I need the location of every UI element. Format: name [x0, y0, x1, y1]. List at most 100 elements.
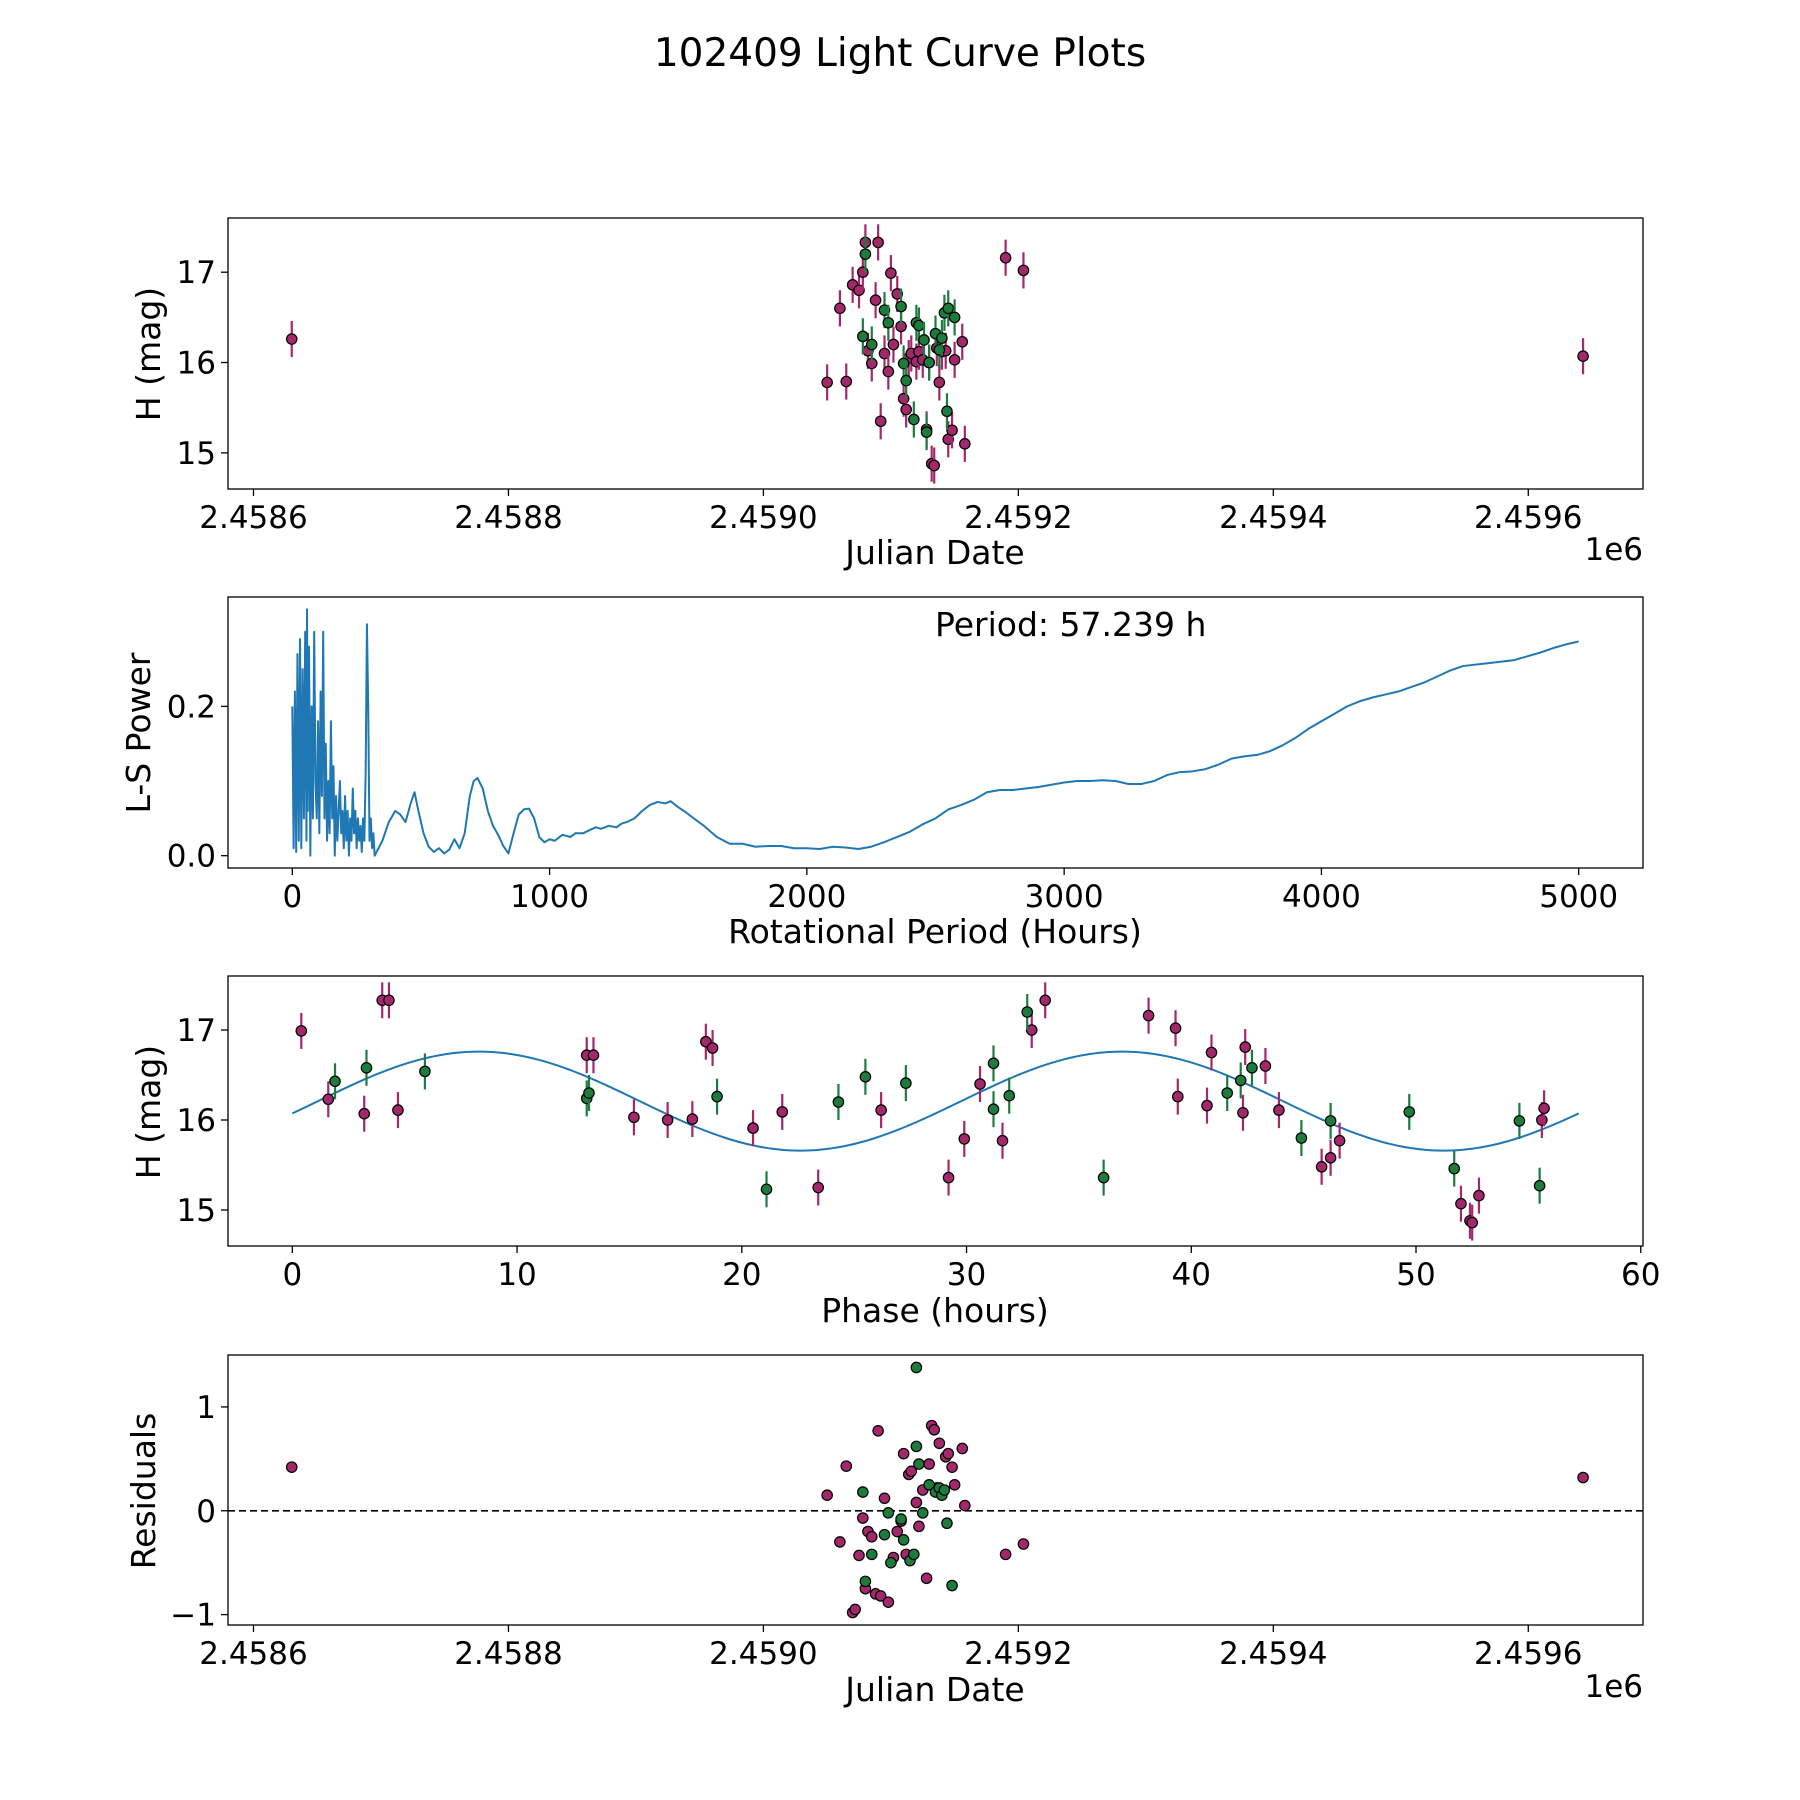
phase-point-band-g: [583, 1087, 595, 1099]
phase-xtick-label: 60: [1621, 1257, 1660, 1293]
periodogram-xtick-label: 3000: [1025, 879, 1104, 915]
lightcurve-point-band-r: [900, 403, 912, 416]
lightcurve-point-band-r: [840, 375, 853, 388]
lightcurve-point-band-g: [913, 319, 925, 332]
lightcurve-points: [285, 224, 1589, 484]
lightcurve-xtick-label: 2.4596: [1474, 500, 1582, 536]
periodogram-xtick-label: 0: [282, 879, 302, 915]
residuals-point-band-g: [923, 1479, 935, 1491]
residuals-point-band-r: [905, 1465, 918, 1478]
phase-xtick-label: 40: [1172, 1257, 1211, 1293]
phase-point-band-g: [1448, 1162, 1461, 1175]
phase-point-band-r: [322, 1093, 335, 1106]
phase-point-band-g: [1021, 1006, 1034, 1018]
residuals-point-band-r: [933, 1437, 946, 1450]
periodogram-power-line: [291, 608, 1579, 857]
residuals-point-band-g: [938, 1484, 951, 1496]
residuals-point-band-g: [882, 1507, 895, 1519]
phase-point-band-r: [1259, 1060, 1272, 1072]
lightcurve-point-band-r: [956, 335, 969, 348]
residuals-point-band-g: [913, 1458, 925, 1470]
phase-point-band-r: [383, 994, 395, 1007]
lightcurve-point-band-r: [887, 338, 900, 351]
phase-point-band-g: [1295, 1132, 1308, 1144]
phase-point-band-r: [1466, 1216, 1478, 1229]
phase-point-band-r: [1171, 1090, 1184, 1103]
residuals-point-band-r: [834, 1536, 846, 1548]
phase-point-band-r: [1538, 1102, 1550, 1115]
residuals-point-band-r: [910, 1496, 923, 1509]
phase-point-band-r: [1039, 994, 1051, 1007]
lightcurve-point-band-g: [895, 300, 907, 313]
phase-point-band-r: [392, 1104, 404, 1116]
periodogram-xtick-label: 1000: [510, 879, 589, 915]
phase-point-band-r: [942, 1171, 955, 1184]
residuals-axes-frame: [227, 1354, 1644, 1626]
phase-point-band-g: [1246, 1062, 1258, 1074]
residuals-point-band-r: [928, 1423, 941, 1436]
phase-point-band-r: [1142, 1009, 1155, 1022]
residuals-point-band-g: [885, 1556, 897, 1569]
lightcurve-axes-frame: [227, 217, 1644, 490]
residuals-point-band-g: [865, 1548, 878, 1561]
periodogram-ylabel: L-S Power: [119, 652, 158, 813]
phase-point-band-r: [1315, 1161, 1328, 1173]
lightcurve-xtick-label: 2.4590: [709, 500, 817, 536]
residuals-point-band-r: [882, 1596, 895, 1608]
lightcurve-ylabel: H (mag): [129, 287, 168, 421]
periodogram-lines: [291, 608, 1579, 857]
residuals-ylabel: Residuals: [124, 1413, 163, 1570]
phase-point-band-g: [711, 1090, 723, 1103]
residuals-point-band-g: [916, 1507, 929, 1519]
residuals-point-band-r: [891, 1525, 904, 1538]
lightcurve-point-band-r: [885, 267, 897, 279]
periodogram-xtick-label: 4000: [1282, 879, 1361, 915]
lightcurve-point-band-r: [948, 354, 961, 366]
phase-point-band-r: [958, 1133, 971, 1145]
phase-point-band-g: [1324, 1115, 1337, 1127]
lightcurve-point-band-g: [918, 334, 930, 346]
residuals-point-band-g: [908, 1548, 920, 1561]
residuals-point-band-g: [910, 1440, 923, 1453]
residuals-xtick-label: 2.4596: [1474, 1636, 1582, 1672]
residuals-point-band-r: [920, 1572, 933, 1585]
phase-points: [295, 982, 1550, 1241]
periodogram-axes-frame: [227, 596, 1644, 869]
lightcurve-point-band-r: [1577, 350, 1589, 363]
phase-ylabel: H (mag): [129, 1045, 168, 1179]
phase-ytick-label: 16: [177, 1103, 216, 1139]
lightcurve-point-band-r: [933, 376, 946, 389]
phase-point-band-g: [859, 1071, 872, 1083]
lightcurve-point-band-g: [878, 304, 891, 316]
phase-point-band-r: [628, 1111, 640, 1124]
lightcurve-point-band-g: [941, 405, 953, 418]
lightcurve-point-band-r: [928, 459, 941, 472]
residuals-point-band-g: [859, 1575, 872, 1588]
phase-point-band-g: [1513, 1115, 1526, 1127]
lightcurve-point-band-g: [908, 413, 920, 426]
phase-point-band-g: [1003, 1089, 1016, 1102]
phase-point-band-r: [1324, 1152, 1337, 1164]
phase-point-band-r: [295, 1025, 308, 1037]
residuals-xtick-label: 2.4592: [964, 1636, 1072, 1672]
phase-point-band-g: [832, 1096, 845, 1108]
residuals-yticks: −1 0 1: [170, 1390, 228, 1634]
residuals-point-band-g: [946, 1579, 958, 1592]
residuals-point-band-g: [878, 1528, 891, 1541]
lightcurve-offset-text: 1e6: [1584, 532, 1643, 568]
residuals-xticks: 2.4586 2.4588 2.4590 2.4592 2.4594 2.4596: [199, 1625, 1583, 1672]
residuals-panel: 2.4586 2.4588 2.4590 2.4592 2.4594 2.4596 −1 0…: [124, 1354, 1644, 1709]
phase-point-band-r: [1201, 1099, 1213, 1112]
residuals-point-band-r: [865, 1530, 878, 1543]
phase-yticks: 15 16 17: [177, 1013, 228, 1229]
lightcurve-xtick-label: 2.4586: [199, 500, 307, 536]
lightcurve-point-band-r: [821, 376, 833, 389]
phase-point-band-r: [1239, 1041, 1252, 1053]
phase-point-band-r: [1473, 1189, 1485, 1202]
phase-xtick-label: 0: [282, 1257, 302, 1293]
residuals-point-band-r: [1017, 1538, 1030, 1550]
lightcurve-point-band-g: [865, 338, 878, 351]
lightcurve-ytick-label: 17: [177, 255, 216, 291]
lightcurve-xtick-label: 2.4592: [964, 500, 1072, 536]
